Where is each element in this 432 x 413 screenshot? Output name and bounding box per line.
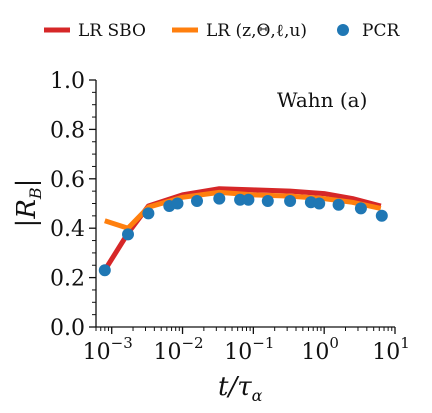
pcr-point-15 (375, 209, 388, 222)
y-axis-label-sub: B (26, 187, 45, 200)
legend-label-lr-sbo: LR SBO (78, 21, 146, 41)
pcr-point-5 (191, 195, 203, 207)
legend-label-pcr: PCR (362, 21, 400, 41)
legend-label-lr-ztlu: LR (z,Θ,ℓ,u) (206, 21, 307, 41)
x-ticks: 10−3 10−2 10−1 100 101 (83, 327, 410, 365)
pcr-point-1 (122, 228, 134, 241)
x-axis-label-main: t/τ (218, 372, 252, 402)
y-tick-label-4: 0.8 (50, 118, 85, 143)
pcr-point-14 (354, 202, 367, 215)
x-axis-label: t/τα (218, 372, 263, 405)
y-tick-label-5: 1.0 (50, 69, 85, 94)
y-tick-label-1: 0.2 (50, 267, 85, 292)
y-tick-label-2: 0.4 (50, 217, 85, 242)
y-axis-label-main: |R (12, 199, 42, 227)
x-tick-label-3: 100 (301, 334, 339, 365)
pcr-point-13 (332, 198, 345, 211)
pcr-point-2 (142, 207, 155, 220)
y-axis-label-close: | (12, 179, 42, 188)
x-tick-label-1: 10−2 (153, 334, 203, 365)
pcr-point-7 (234, 193, 247, 206)
series-points (98, 192, 388, 277)
pcr-point-6 (213, 192, 226, 205)
annotation-label: Wahn (a) (277, 88, 367, 112)
pcr-point-9 (261, 195, 274, 207)
y-axis-label: |RB| (12, 179, 45, 228)
pcr-point-0 (98, 264, 111, 277)
pcr-point-4 (171, 197, 184, 210)
pcr-point-12 (313, 197, 326, 210)
y-ticks: 0.0 0.2 0.4 0.6 0.8 1.0 (50, 69, 96, 341)
x-tick-label-2: 10−1 (224, 334, 274, 365)
x-axis-label-sub: α (252, 386, 263, 405)
pcr-point-10 (284, 195, 297, 207)
x-tick-label-0: 10−3 (83, 334, 133, 365)
x-tick-label-4: 101 (372, 334, 410, 365)
pcr-point-8 (242, 193, 255, 206)
legend-marker-pcr (337, 24, 349, 36)
y-tick-label-0: 0.0 (50, 316, 85, 341)
y-tick-label-3: 0.6 (50, 168, 85, 193)
legend: LR SBO LR (z,Θ,ℓ,u) PCR (44, 21, 400, 41)
axes: 10−3 10−2 10−1 100 101 0.0 0.2 0.4 0.6 0.8 1.0 (50, 69, 410, 365)
